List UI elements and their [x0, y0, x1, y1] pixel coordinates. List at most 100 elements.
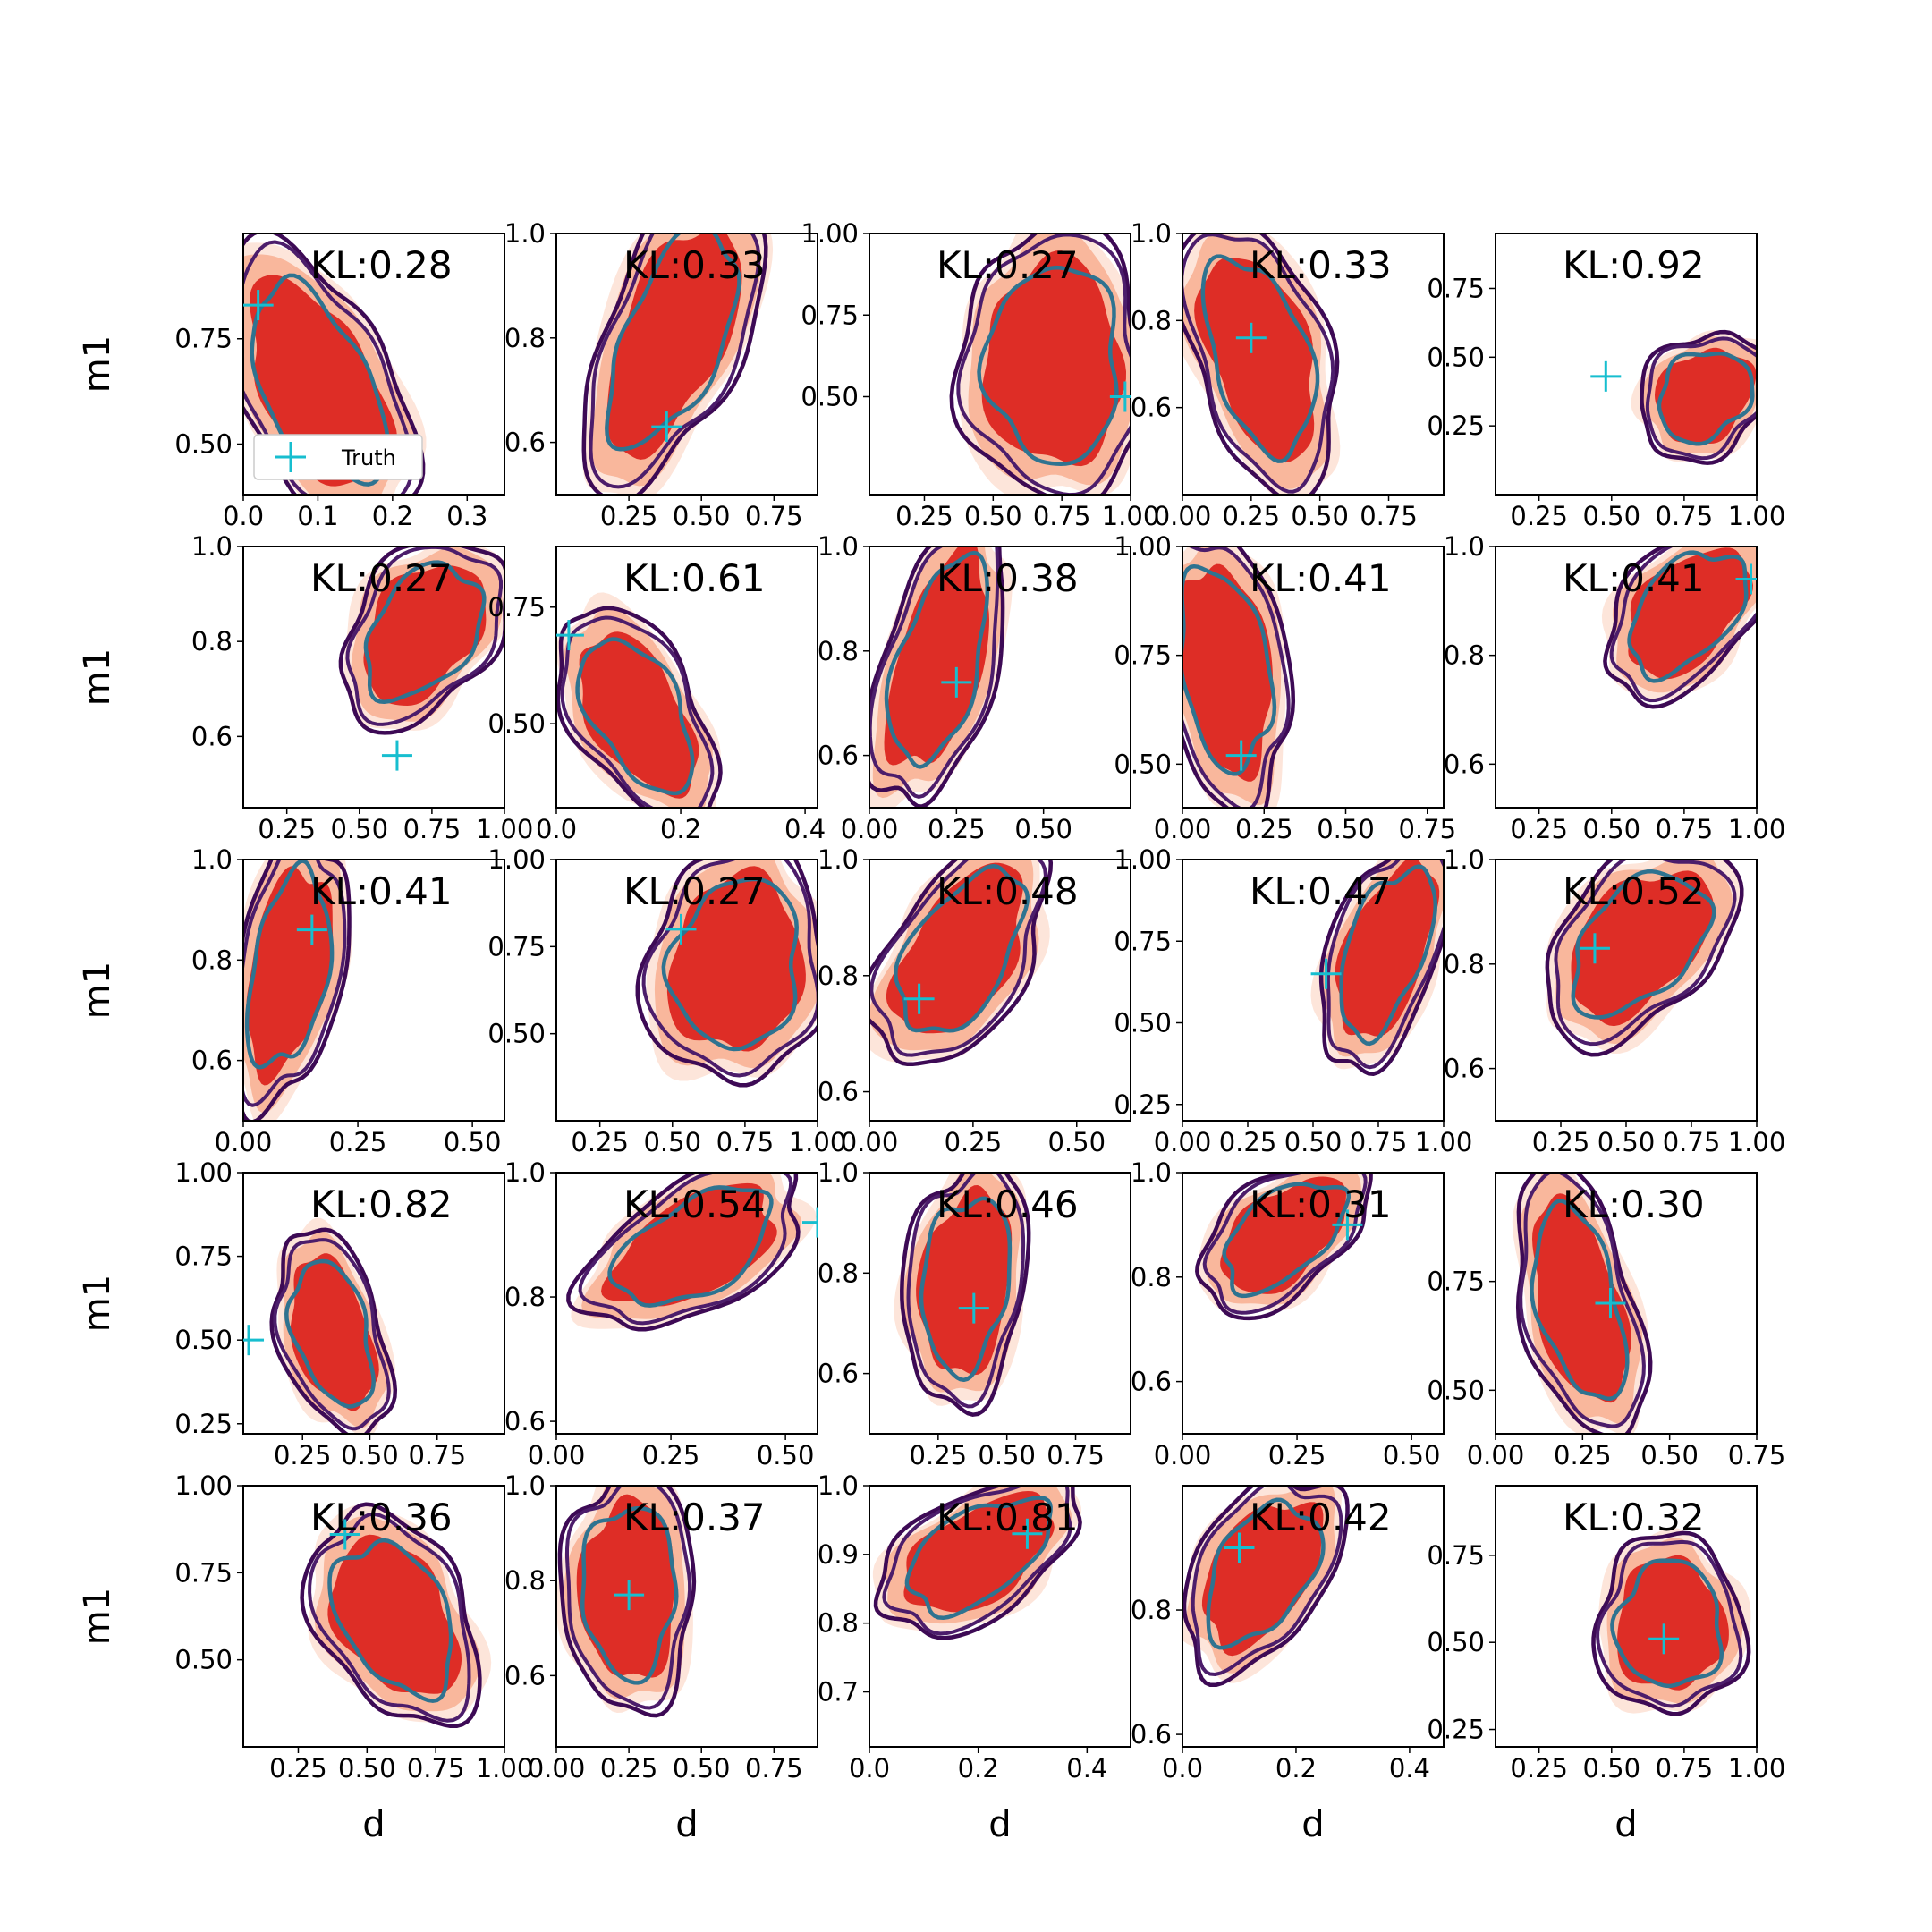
x-tick-label: 0.75	[1728, 1440, 1786, 1470]
contour-inner	[284, 1258, 376, 1409]
x-tick-label: 0.25	[928, 814, 986, 844]
axes-frame	[1495, 1485, 1758, 1748]
x-tick-label: 0.75	[1656, 501, 1714, 531]
y-tick-label: 0.8	[504, 323, 546, 353]
y-tick-label: 0.8	[818, 636, 859, 666]
x-tick-label: 0.50	[1014, 814, 1072, 844]
subplot-14: 0.00 0.25 0.50 0.75 1.000.250.500.751.00KL:0…	[1114, 844, 1472, 1157]
subplot-15: 0.25 0.50 0.75 1.00 0.6 0.8 1.0 KL:0.52	[1444, 844, 1786, 1157]
kl-label: KL:0.81	[936, 1496, 1079, 1539]
x-tick-label: 0.25	[258, 814, 316, 844]
y-tick-label: 0.7	[818, 1677, 859, 1707]
x-tick-label: 0.50	[1317, 814, 1375, 844]
subplot-21: 0.25 0.50 0.75 1.00 0.50 0.75 1.00 KL:0.36 m1 d	[77, 1470, 533, 1845]
x-tick-label: 0.2	[1275, 1753, 1317, 1784]
y-tick-label: 0.75	[1114, 926, 1172, 956]
density-fill-inner	[601, 1182, 777, 1307]
y-tick-label: 0.6	[1131, 1367, 1172, 1397]
x-tick-label: 0.50	[341, 1440, 399, 1470]
x-tick-label: 0.00	[528, 1753, 586, 1784]
axes-frame	[1495, 233, 1758, 496]
subplot-20: 0.00 0.25 0.50 0.75 0.50 0.75 KL:0.30	[1427, 1172, 1786, 1470]
axes-frame	[555, 859, 818, 1122]
contour-mid	[882, 1486, 1072, 1636]
contour-inner	[884, 550, 990, 769]
truth-marker	[1735, 564, 1757, 595]
x-tick-label: 0.25	[1554, 1440, 1612, 1470]
x-tick-label: 0.25	[1510, 501, 1568, 531]
x-tick-label: 0.50	[1597, 1127, 1656, 1157]
y-tick-label: 0.25	[1427, 1715, 1485, 1745]
density-fill-inner	[576, 1494, 675, 1678]
x-tick-label: 0.75	[1033, 501, 1091, 531]
y-tick-label: 0.6	[504, 1660, 546, 1690]
axes-frame	[242, 1485, 505, 1748]
y-tick-label: 0.50	[174, 1325, 233, 1355]
contour-outer	[566, 1173, 801, 1332]
truth-marker	[1332, 1209, 1363, 1241]
truth-marker	[1224, 1532, 1255, 1563]
contour-outer	[1640, 329, 1757, 465]
x-tick-label: 0.25	[1223, 501, 1281, 531]
x-tick-label: 0.50	[1582, 501, 1640, 531]
x-tick-label: 1.00	[1728, 501, 1786, 531]
truth-marker	[1579, 933, 1610, 964]
x-tick-label: 0.0	[849, 1753, 890, 1784]
x-tick-label: 0.75	[1046, 1440, 1105, 1470]
y-tick-label: 0.8	[191, 945, 233, 975]
y-tick-label: 0.8	[1131, 305, 1172, 335]
subplot-2: 0.25 0.50 0.75 0.6 0.8 1.0 KL:0.33	[504, 218, 818, 531]
contour-inner	[661, 877, 799, 1052]
contour-mid	[565, 1486, 692, 1710]
density-fill-inner	[1335, 860, 1440, 1037]
density-fill-inner	[1201, 1502, 1324, 1657]
y-tick-label: 1.0	[1131, 1157, 1172, 1188]
x-tick-label: 1.00	[1728, 1127, 1786, 1157]
y-tick-label: 0.75	[174, 1241, 233, 1272]
axes-frame	[869, 233, 1131, 496]
y-tick-label: 0.8	[504, 1565, 546, 1596]
subplot-9: 0.00 0.25 0.50 0.75 0.50 0.75 1.00 KL:0.41	[1114, 531, 1456, 844]
axes-frame	[555, 233, 818, 496]
x-axis-label: d	[675, 1804, 698, 1845]
contour-outer	[1182, 233, 1340, 495]
kl-label: KL:0.36	[310, 1496, 453, 1539]
y-tick-label: 1.00	[487, 844, 546, 875]
truth-marker	[1595, 1288, 1626, 1318]
contour-mid	[243, 240, 415, 495]
y-tick-label: 0.50	[174, 1645, 233, 1675]
subplot-3: 0.25 0.50 0.75 1.00 0.50 0.75 1.00 KL:0.27	[801, 218, 1160, 531]
y-tick-label: 0.50	[487, 708, 546, 739]
y-tick-label: 1.00	[174, 1470, 233, 1501]
x-tick-label: 0.25	[600, 1753, 658, 1784]
y-tick-label: 0.6	[1444, 749, 1485, 779]
y-tick-label: 0.6	[1444, 1054, 1485, 1084]
x-tick-label: 0.25	[269, 1753, 327, 1784]
x-tick-label: 0.25	[910, 1440, 968, 1470]
contour-inner	[1206, 1497, 1326, 1650]
y-tick-label: 0.75	[174, 1557, 233, 1588]
x-tick-label: 0.00	[841, 1127, 899, 1157]
y-axis-label: m1	[77, 335, 118, 393]
y-tick-label: 0.50	[801, 382, 859, 412]
density-fill-inner	[666, 866, 806, 1052]
contour-inner	[605, 233, 741, 452]
kl-label: KL:0.38	[936, 556, 1079, 600]
y-tick-label: 0.25	[1427, 411, 1485, 441]
x-tick-label: 1.00	[1102, 501, 1160, 531]
kl-label: KL:0.37	[623, 1496, 766, 1539]
y-tick-label: 1.00	[1114, 531, 1172, 562]
x-tick-label: 0.25	[1532, 1127, 1590, 1157]
x-tick-label: 0.4	[784, 814, 826, 844]
y-axis-label: m1	[77, 962, 118, 1019]
x-tick-label: 0.25	[329, 1127, 387, 1157]
contour-mid	[1202, 1173, 1368, 1315]
kl-label: KL:0.82	[310, 1182, 453, 1226]
contour-mid	[1609, 547, 1757, 703]
y-tick-label: 0.8	[1444, 640, 1485, 671]
contour-inner	[1571, 869, 1716, 1020]
x-tick-label: 0.50	[1582, 814, 1640, 844]
x-tick-label: 0.75	[1663, 1127, 1721, 1157]
density-fill-inner	[606, 233, 742, 460]
axes-frame	[869, 1485, 1131, 1748]
